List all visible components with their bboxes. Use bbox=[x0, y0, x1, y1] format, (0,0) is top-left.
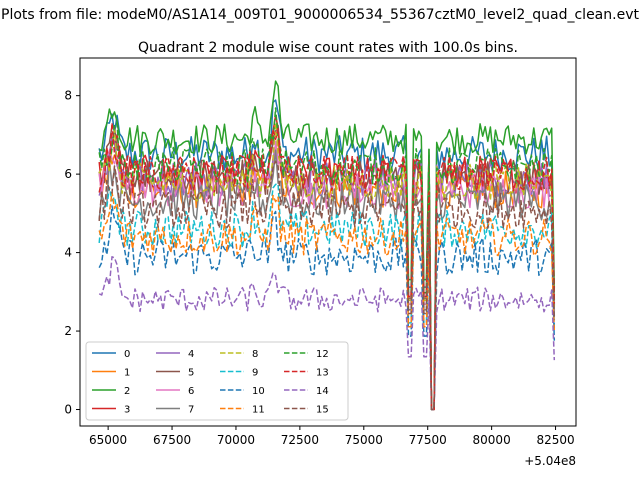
series-line-12 bbox=[98, 107, 556, 411]
series-line-9 bbox=[98, 183, 556, 411]
series-line-2 bbox=[98, 80, 556, 411]
y-tick-label: 4 bbox=[64, 246, 72, 260]
x-tick-label: 72500 bbox=[281, 433, 319, 447]
series-line-15 bbox=[98, 160, 556, 411]
legend-label-13: 13 bbox=[316, 368, 329, 379]
legend-label-2: 2 bbox=[124, 386, 130, 397]
legend-label-3: 3 bbox=[124, 405, 130, 416]
legend-label-10: 10 bbox=[252, 386, 265, 397]
legend-box bbox=[85, 341, 349, 421]
x-tick-label: 75000 bbox=[345, 433, 383, 447]
x-tick-label: 70000 bbox=[217, 433, 255, 447]
series-line-13 bbox=[98, 122, 556, 411]
y-axis: 0 2 4 6 8 bbox=[64, 89, 80, 417]
legend-label-5: 5 bbox=[188, 368, 194, 379]
legend-label-4: 4 bbox=[188, 349, 194, 360]
legend-label-11: 11 bbox=[252, 405, 265, 416]
legend-label-1: 1 bbox=[124, 368, 130, 379]
legend-label-7: 7 bbox=[188, 405, 194, 416]
legend-label-0: 0 bbox=[124, 349, 130, 360]
plot-frame bbox=[79, 57, 577, 427]
y-tick-label: 8 bbox=[64, 89, 72, 103]
x-tick-label: 65000 bbox=[89, 433, 127, 447]
series-line-14 bbox=[98, 256, 556, 411]
legend-label-15: 15 bbox=[316, 405, 329, 416]
x-offset-label: +5.04e8 bbox=[524, 454, 576, 468]
legend-label-6: 6 bbox=[188, 386, 194, 397]
x-tick-label: 80000 bbox=[473, 433, 511, 447]
y-tick-label: 0 bbox=[64, 403, 72, 417]
chart-title: Quadrant 2 module wise count rates with … bbox=[138, 40, 518, 56]
suptitle: Plots from file: modeM0/AS1A14_009T01_90… bbox=[1, 7, 639, 23]
x-tick-label: 67500 bbox=[153, 433, 191, 447]
x-tick-label: 82500 bbox=[536, 433, 574, 447]
legend-label-8: 8 bbox=[252, 349, 258, 360]
y-tick-label: 6 bbox=[64, 167, 72, 181]
legend-label-14: 14 bbox=[316, 386, 329, 397]
series-layer bbox=[98, 80, 556, 411]
x-tick-label: 77500 bbox=[409, 433, 447, 447]
legend-label-9: 9 bbox=[252, 368, 258, 379]
series-line-11 bbox=[98, 191, 556, 411]
legend-label-12: 12 bbox=[316, 349, 329, 360]
series-line-10 bbox=[98, 205, 556, 411]
series-line-8 bbox=[98, 122, 556, 411]
y-tick-label: 2 bbox=[64, 324, 72, 338]
x-axis: 65000 67500 70000 72500 75000 77500 80000 82500 bbox=[89, 426, 575, 447]
